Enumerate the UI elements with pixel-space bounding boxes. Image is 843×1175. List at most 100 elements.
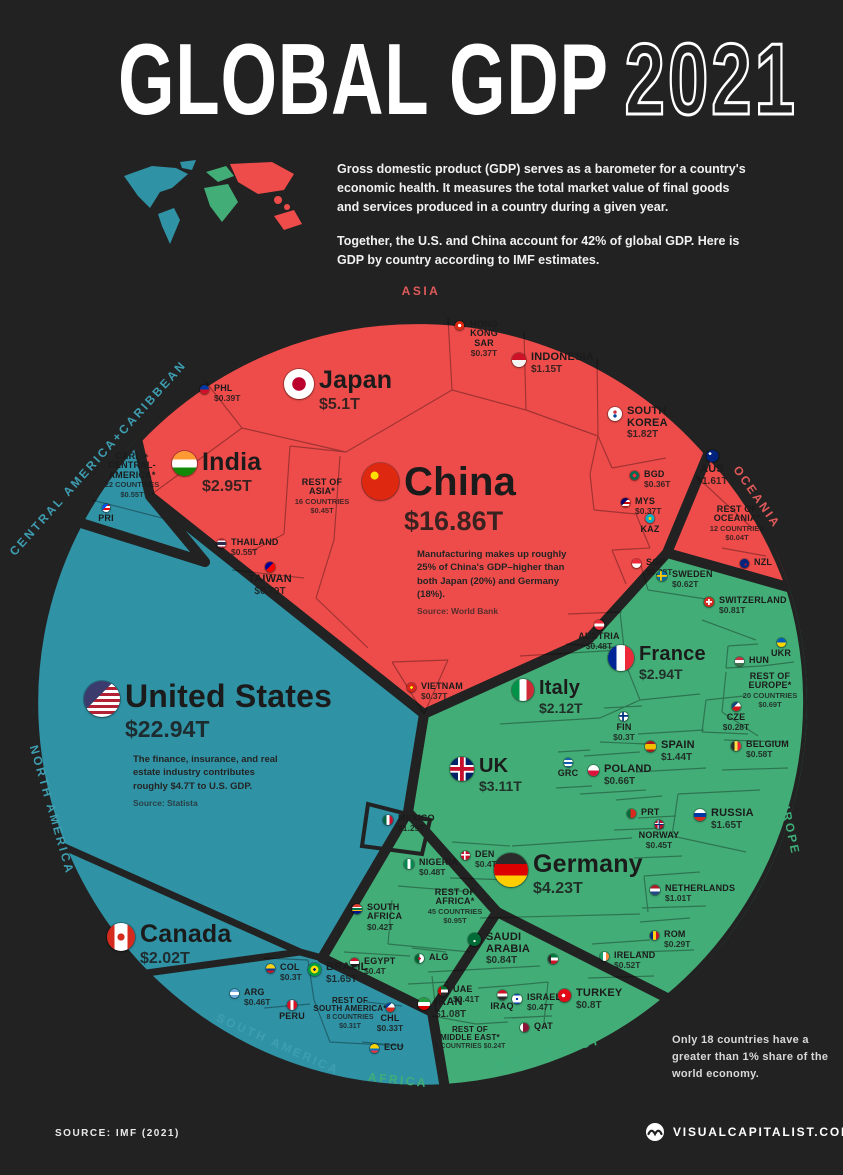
flag-kwt-icon xyxy=(548,954,558,964)
cell-belgium-label: BELGIUM xyxy=(746,739,789,749)
flag-fin-icon xyxy=(619,712,629,721)
cell-den-label: DEN xyxy=(475,849,495,859)
us-annotation: The finance, insurance, and real estate … xyxy=(133,753,285,810)
cell-uk: UK $3.11T xyxy=(450,756,522,796)
cell-germany: Germany $4.23T xyxy=(494,852,643,899)
flag-nigeria-icon xyxy=(404,859,414,869)
cell-den-value: $0.4T xyxy=(475,859,497,870)
china-annotation: Manufacturing makes up roughly 25% of Ch… xyxy=(417,548,577,618)
cell-uk-value: $3.11T xyxy=(479,778,522,794)
cell-sweden-value: $0.62T xyxy=(672,579,699,590)
flag-saudiarabia-icon xyxy=(468,933,481,946)
cell-mys: MYS $0.37T xyxy=(621,496,661,517)
cell-resteurope-label: REST OF EUROPE* xyxy=(748,671,792,691)
cell-poland: POLAND $0.66T xyxy=(588,763,652,788)
cell-restasia: REST OF ASIA* 16 COUNTRIES $0.45T xyxy=(295,477,350,516)
cell-chl-value: $0.33T xyxy=(376,1023,404,1034)
cell-aus-value: $1.61T xyxy=(696,475,728,487)
cell-norway-value: $0.45T xyxy=(645,840,673,851)
cell-hongkong: HONG KONG SAR $0.37T xyxy=(455,319,498,359)
flag-israel-icon xyxy=(512,994,522,1004)
cell-us-value: $22.94T xyxy=(125,716,210,742)
region-asia xyxy=(132,316,714,719)
cell-southafrica: SOUTH AFRICA $0.42T xyxy=(352,902,402,933)
cell-hun: HUN xyxy=(735,655,769,666)
flag-switzerland-icon xyxy=(704,597,714,607)
cell-peru: PERU xyxy=(279,1000,305,1021)
flag-thailand-icon xyxy=(217,539,226,548)
cell-spain-label: SPAIN xyxy=(661,739,695,751)
cell-fin: FIN $0.3T xyxy=(613,712,635,743)
cell-restasia-label: REST OF ASIA* xyxy=(301,477,343,497)
cell-ukr: UKR xyxy=(771,638,791,658)
cell-canada-label: Canada xyxy=(140,920,232,948)
flag-alg-icon xyxy=(415,954,424,963)
cell-thailand-label: THAILAND xyxy=(231,537,279,547)
cell-israel-value: $0.47T xyxy=(527,1002,554,1013)
cell-restsouthamerica-subtext: 8 COUNTRIES $0.31T xyxy=(326,1013,374,1030)
title-year: 2021 xyxy=(623,24,798,136)
cell-egypt-label: EGYPT xyxy=(364,956,396,966)
cell-ecu-label: ECU xyxy=(384,1042,404,1052)
flag-qat-icon xyxy=(520,1023,529,1032)
cell-phl-label: PHL xyxy=(214,383,233,393)
flag-nzl-icon xyxy=(740,559,749,568)
flag-rom-icon xyxy=(650,931,659,940)
flag-peru-icon xyxy=(287,1000,297,1010)
cell-japan: Japan $5.1T xyxy=(284,368,392,415)
flag-turkey-icon xyxy=(558,989,571,1002)
cell-netherlands: NETHERLANDS $1.01T xyxy=(650,883,735,904)
cell-phl: PHL $0.39T xyxy=(200,383,240,404)
flag-india-icon xyxy=(172,451,197,476)
cell-austria-label: AUSTRIA xyxy=(578,631,620,641)
cell-ireland-label: IRELAND xyxy=(614,950,656,960)
flag-sgp-icon xyxy=(632,559,641,568)
intro-paragraph-2: Together, the U.S. and China account for… xyxy=(337,234,740,267)
cell-cari-central-america: CARI. + CENTRAL- AMERICA* 22 COUNTRIES $0… xyxy=(105,451,160,499)
cell-france-label: France xyxy=(639,643,706,665)
china-annotation-text: Manufacturing makes up roughly 25% of Ch… xyxy=(417,549,567,600)
flag-sweden-icon xyxy=(657,571,667,581)
cell-fin-label: FIN xyxy=(616,722,632,732)
flag-aus-icon xyxy=(705,450,718,462)
flag-hun-icon xyxy=(735,657,744,666)
cell-ireland-value: $0.52T xyxy=(614,960,641,971)
cell-restoceania-label: REST OF OCEANIA* xyxy=(713,504,761,524)
flag-ireland-icon xyxy=(600,952,609,961)
flag-phl-icon xyxy=(200,385,209,394)
cell-indonesia-label: INDONESIA xyxy=(531,351,594,363)
cell-arg-label: ARG xyxy=(244,987,265,997)
cell-restmideast-label: REST OF MIDDLE EAST* xyxy=(440,1025,500,1043)
cell-nzl: NZL xyxy=(740,557,772,568)
cell-den: DEN $0.4T xyxy=(461,849,497,870)
cell-uk-label: UK xyxy=(479,755,509,777)
cell-restoceania: REST OF OCEANIA* 12 COUNTRIES $0.04T xyxy=(710,504,765,543)
cell-col-value: $0.3T xyxy=(280,972,302,983)
flag-iraq-icon xyxy=(497,990,507,1000)
cell-indonesia: INDONESIA $1.15T xyxy=(512,351,594,376)
cell-us: United States $22.94T xyxy=(84,680,332,744)
china-annotation-source: Source: World Bank xyxy=(417,606,499,617)
cell-egypt-value: $0.4T xyxy=(364,966,386,977)
flag-mexico-icon xyxy=(383,815,393,825)
cell-uae-label: UAE xyxy=(453,984,473,994)
flag-chl-icon xyxy=(385,1003,395,1012)
cell-bgd-label: BGD xyxy=(644,469,665,479)
cell-taiwan-label: TAIWAN xyxy=(248,573,292,585)
cell-kaz: KAZ xyxy=(640,514,659,534)
region-label-asia: ASIA xyxy=(401,284,441,298)
cell-prt-label: PRT xyxy=(641,807,660,817)
footer-site-label: VISUALCAPITALIST.COM xyxy=(673,1125,843,1139)
cell-prt: PRT xyxy=(627,807,660,818)
cell-uae: UAE $0.41T xyxy=(438,984,479,1005)
cell-iran-value: $1.08T xyxy=(435,1008,467,1020)
cell-vietnam-value: $0.37T xyxy=(421,691,448,702)
cell-japan-label: Japan xyxy=(319,366,393,394)
cell-restafrica-subtext: 45 COUNTRIES $0.95T xyxy=(427,906,483,926)
cell-rom-label: ROM xyxy=(664,929,686,939)
cell-brazil: BRAZIL $1.65T xyxy=(308,961,368,986)
cell-austria-value: $0.48T xyxy=(585,641,613,652)
flag-mys-icon xyxy=(621,498,630,507)
cell-turkey-label: TURKEY xyxy=(576,987,623,999)
